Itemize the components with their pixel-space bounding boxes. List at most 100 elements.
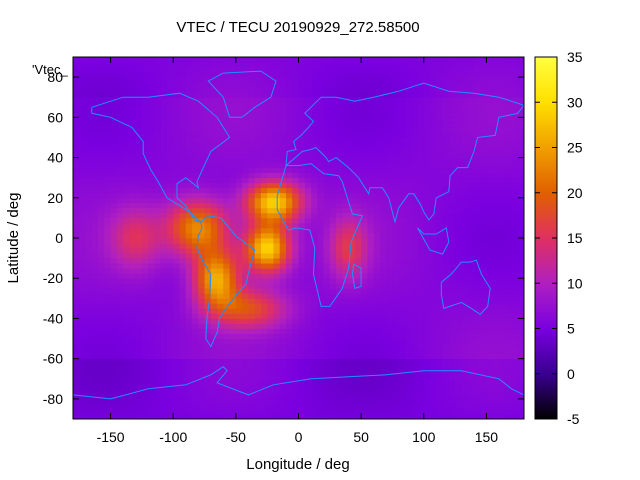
heatmap-cell [285, 202, 293, 209]
heatmap-cell [204, 97, 212, 103]
heatmap-cell [442, 308, 450, 314]
heatmap-cell [104, 222, 111, 229]
heatmap-cell [104, 338, 111, 344]
heatmap-cell [173, 298, 180, 304]
heatmap-cell [267, 182, 274, 189]
heatmap-cell [279, 72, 287, 78]
heatmap-cell [436, 227, 443, 234]
heatmap-cell [91, 363, 99, 370]
heatmap-cell [273, 172, 281, 179]
heatmap-cell [85, 92, 93, 98]
heatmap-cell [492, 97, 500, 103]
heatmap-cell [323, 343, 331, 350]
heatmap-cell [461, 107, 469, 113]
heatmap-cell [354, 328, 362, 334]
heatmap-cell [91, 87, 99, 93]
heatmap-cell [254, 333, 262, 339]
heatmap-cell [492, 358, 500, 365]
heatmap-cell [104, 202, 111, 209]
heatmap-cell [104, 67, 111, 73]
heatmap-cell [498, 313, 506, 319]
heatmap-cell [98, 82, 105, 88]
heatmap-cell [204, 167, 212, 174]
heatmap-cell [248, 303, 256, 309]
heatmap-cell [505, 398, 512, 405]
heatmap-cell [473, 268, 481, 274]
heatmap-cell [154, 258, 162, 264]
heatmap-cell [123, 87, 130, 93]
heatmap-cell [73, 318, 80, 324]
heatmap-cell [229, 333, 237, 339]
heatmap-cell [379, 398, 387, 405]
heatmap-cell [135, 268, 143, 274]
heatmap-cell [248, 328, 256, 334]
heatmap-cell [235, 318, 243, 324]
heatmap-cell [254, 107, 262, 113]
heatmap-cell [116, 137, 124, 143]
heatmap-cell [417, 328, 425, 334]
heatmap-cell [104, 343, 111, 350]
heatmap-cell [123, 243, 130, 249]
heatmap-cell [455, 162, 462, 169]
heatmap-cell [448, 393, 456, 400]
heatmap-cell [492, 258, 500, 264]
heatmap-cell [198, 313, 205, 319]
heatmap-cell [148, 217, 155, 224]
heatmap-cell [148, 77, 155, 83]
heatmap-cell [448, 413, 456, 420]
heatmap-cell [423, 373, 431, 380]
heatmap-cell [179, 217, 187, 224]
heatmap-cell [73, 273, 80, 279]
heatmap-cell [342, 393, 350, 400]
heatmap-cell [98, 92, 105, 98]
heatmap-cell [235, 77, 243, 83]
heatmap-cell [198, 192, 205, 199]
heatmap-cell [292, 97, 299, 103]
heatmap-cell [292, 167, 299, 174]
heatmap-cell [361, 268, 368, 274]
heatmap-cell [354, 202, 362, 209]
heatmap-cell [210, 353, 218, 360]
heatmap-cell [367, 142, 375, 148]
heatmap-cell [304, 172, 312, 179]
heatmap-cell [373, 172, 381, 179]
heatmap-cell [373, 263, 381, 269]
heatmap-cell [279, 147, 287, 153]
heatmap-cell [473, 152, 481, 158]
heatmap-cell [141, 278, 149, 284]
heatmap-cell [141, 413, 149, 420]
heatmap-cell [235, 132, 243, 138]
heatmap-cell [267, 212, 274, 219]
heatmap-cell [123, 268, 130, 274]
heatmap-cell [423, 268, 431, 274]
heatmap-cell [198, 137, 205, 143]
heatmap-cell [417, 363, 425, 370]
heatmap-cell [185, 398, 193, 405]
heatmap-cell [260, 92, 268, 98]
heatmap-cell [404, 102, 412, 108]
heatmap-cell [104, 122, 111, 128]
heatmap-cell [154, 243, 162, 249]
heatmap-cell [480, 107, 487, 113]
heatmap-cell [85, 112, 93, 118]
heatmap-cell [430, 373, 437, 380]
heatmap-cell [379, 207, 387, 214]
heatmap-cell [173, 82, 180, 88]
heatmap-cell [135, 248, 143, 254]
heatmap-cell [348, 152, 356, 158]
heatmap-cell [154, 368, 162, 375]
heatmap-cell [254, 358, 262, 365]
heatmap-cell [404, 268, 412, 274]
heatmap-cell [323, 278, 331, 284]
heatmap-cell [185, 243, 193, 249]
heatmap-cell [436, 383, 443, 390]
heatmap-cell [160, 77, 168, 83]
heatmap-cell [455, 403, 462, 410]
heatmap-cell [461, 373, 469, 380]
heatmap-cell [148, 358, 155, 365]
heatmap-cell [110, 102, 118, 108]
heatmap-cell [179, 373, 187, 380]
heatmap-cell [392, 207, 400, 214]
heatmap-cell [386, 132, 393, 138]
heatmap-cell [104, 313, 111, 319]
